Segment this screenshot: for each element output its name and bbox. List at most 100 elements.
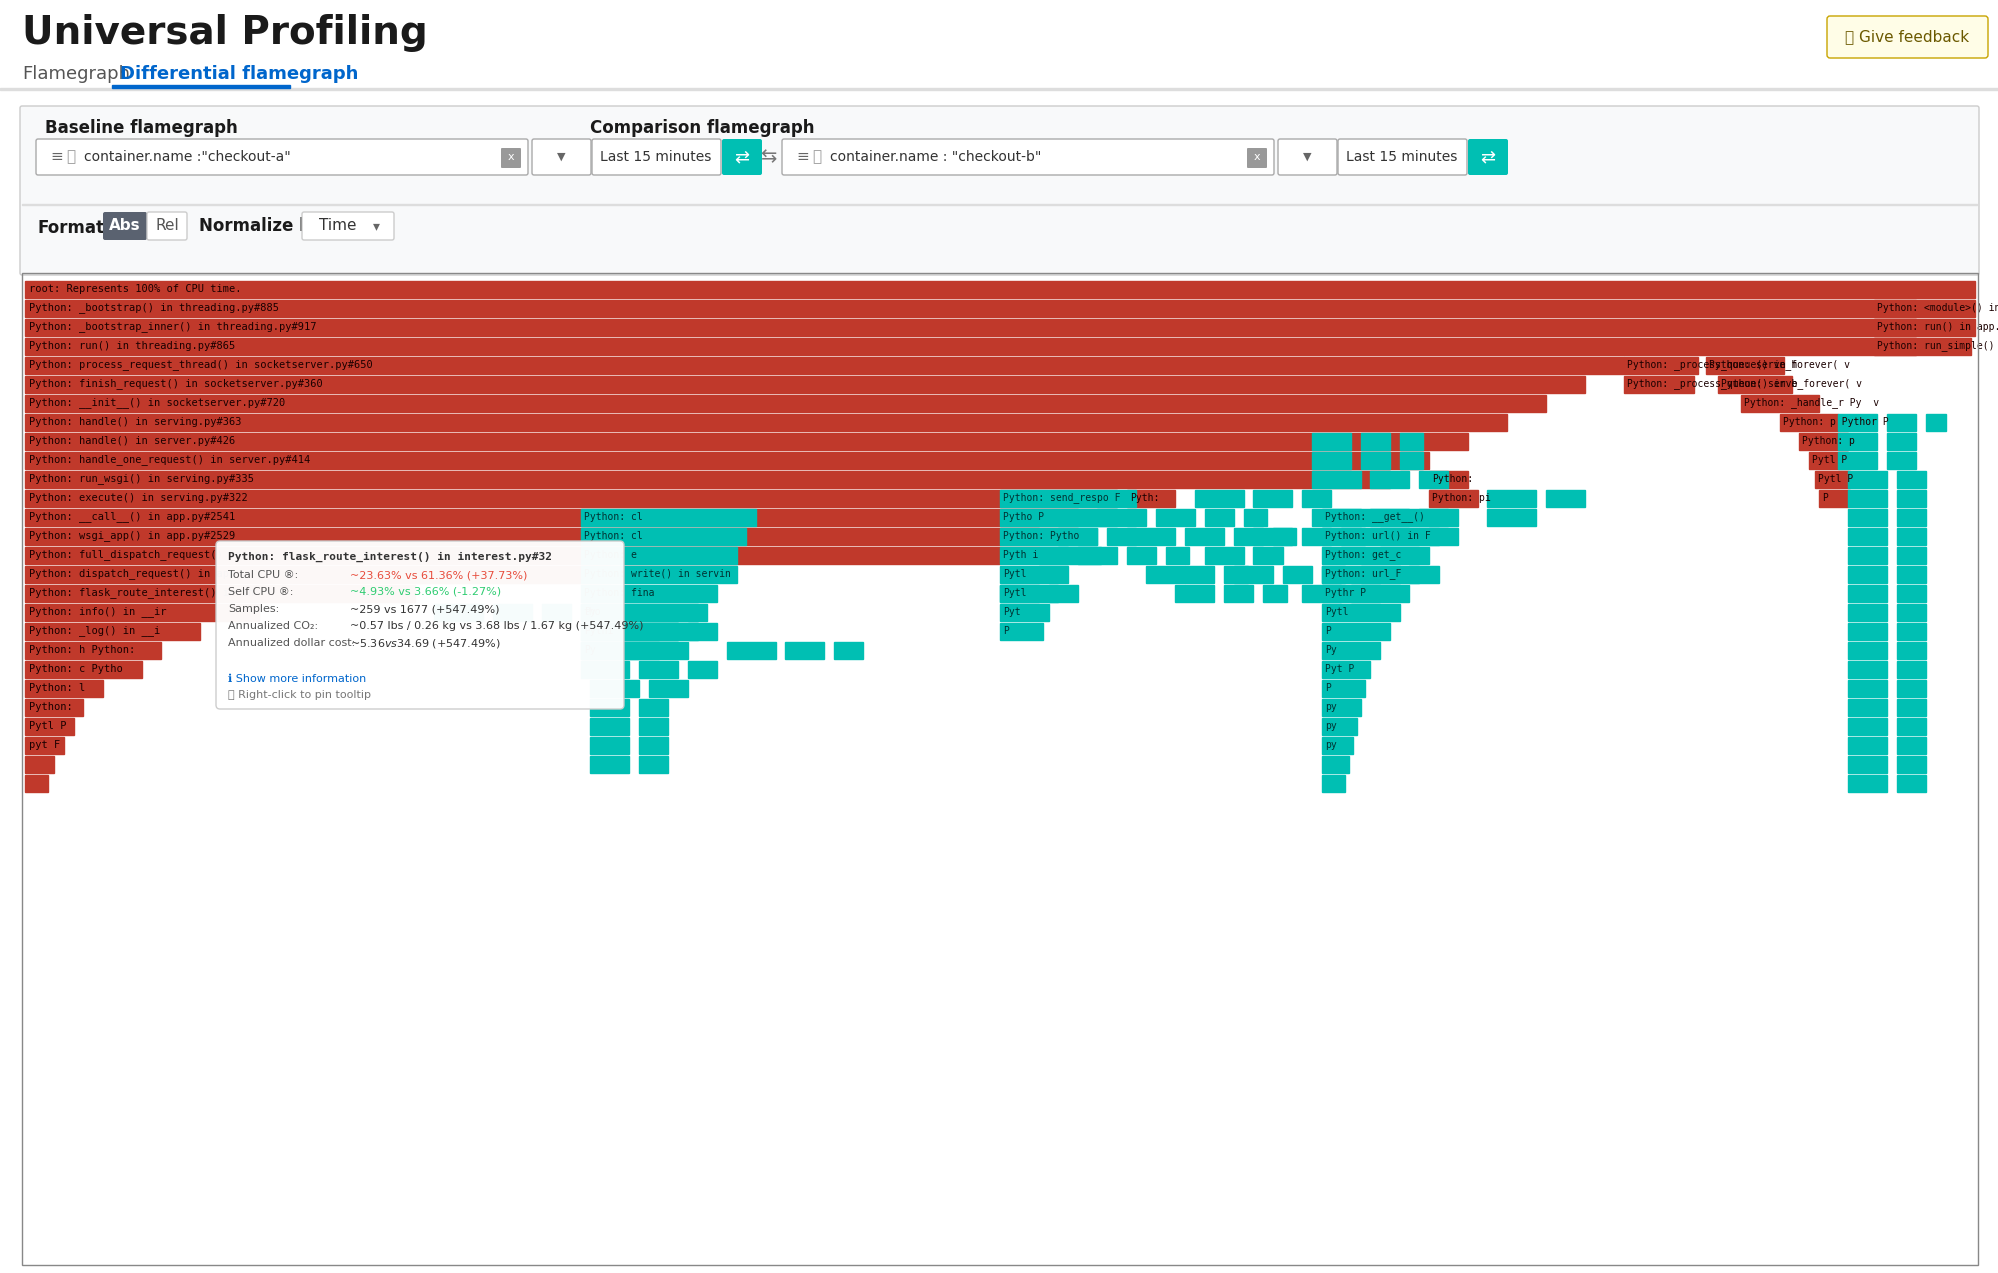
Bar <box>1195 490 1243 507</box>
Bar <box>589 680 639 698</box>
Text: ▼: ▼ <box>1303 151 1311 162</box>
Bar <box>1429 490 1477 507</box>
Bar <box>999 622 1043 640</box>
Bar <box>22 272 1976 1265</box>
Bar <box>1321 737 1353 754</box>
Text: Python: __get__(): Python: __get__() <box>1325 512 1425 522</box>
Bar <box>1716 376 1790 393</box>
Text: Universal Profiling: Universal Profiling <box>22 14 428 52</box>
Text: Py: Py <box>583 645 595 656</box>
Bar <box>1896 718 1926 735</box>
Bar <box>1740 395 1818 412</box>
Text: Python: _handle_r Py  v: Python: _handle_r Py v <box>1742 397 1878 409</box>
Bar <box>1896 737 1926 754</box>
Text: Python: _process_queue() in b: Python: _process_queue() in b <box>1626 378 1796 390</box>
Bar <box>1127 528 1175 545</box>
Bar <box>1283 566 1311 583</box>
Bar <box>26 414 1506 432</box>
Bar <box>1838 433 1876 449</box>
Bar <box>999 490 1137 507</box>
Text: ~0.57 lbs / 0.26 kg vs 3.68 lbs / 1.67 kg (+547.49%): ~0.57 lbs / 0.26 kg vs 3.68 lbs / 1.67 k… <box>350 621 643 631</box>
Bar <box>26 547 999 564</box>
Bar <box>1301 586 1341 602</box>
Text: ⎙ Give feedback: ⎙ Give feedback <box>1844 29 1968 45</box>
Text: P: P <box>1325 684 1331 693</box>
Text: Python: flask_route_interest() in in: Python: flask_route_interest() in in <box>30 588 254 598</box>
Bar <box>1818 490 1848 507</box>
Text: Pythi: Pythi <box>583 626 613 636</box>
Bar <box>1848 528 1886 545</box>
Text: P: P <box>1325 626 1331 636</box>
Bar <box>1429 471 1467 488</box>
Bar <box>26 281 1974 298</box>
Bar <box>1487 509 1536 526</box>
Bar <box>1926 414 1944 432</box>
Text: Last 15 minutes: Last 15 minutes <box>599 150 711 164</box>
Bar <box>1544 490 1584 507</box>
Bar <box>1223 586 1253 602</box>
Bar <box>1077 547 1101 564</box>
Bar <box>1321 718 1357 735</box>
Bar <box>649 680 687 698</box>
Bar <box>1896 661 1926 679</box>
Text: ℹ Show more information: ℹ Show more information <box>228 673 366 684</box>
Bar <box>26 471 1389 488</box>
Bar <box>1311 433 1351 449</box>
Bar <box>687 661 717 679</box>
Bar <box>1896 622 1926 640</box>
Text: Python: handle() in serving.py#363: Python: handle() in serving.py#363 <box>30 418 242 426</box>
Text: Baseline flamegraph: Baseline flamegraph <box>46 118 238 137</box>
Bar <box>1704 356 1782 374</box>
Bar <box>1263 586 1287 602</box>
Text: x: x <box>507 151 513 162</box>
Bar <box>26 603 260 621</box>
Bar <box>26 642 162 659</box>
Bar <box>1848 586 1886 602</box>
Bar <box>999 566 1067 583</box>
Bar <box>1848 661 1886 679</box>
Bar <box>1311 509 1361 526</box>
Text: pyt F: pyt F <box>30 740 60 750</box>
FancyBboxPatch shape <box>104 213 148 241</box>
Bar <box>1253 490 1293 507</box>
Text: root: Represents 100% of CPU time.: root: Represents 100% of CPU time. <box>30 284 242 294</box>
Text: Python: run() in app.py  vml  lit: Python: run() in app.py vml lit <box>1876 322 1998 332</box>
Bar <box>1233 528 1263 545</box>
Bar <box>589 622 639 640</box>
Text: Python:: Python: <box>1431 474 1473 484</box>
Bar <box>1848 775 1886 792</box>
Bar <box>434 603 484 621</box>
Bar <box>581 622 677 640</box>
Bar <box>1896 642 1926 659</box>
Bar <box>1848 699 1886 715</box>
Text: ~4.93% vs 3.66% (-1.27%): ~4.93% vs 3.66% (-1.27%) <box>350 587 501 597</box>
Text: Python: handle() in server.py#426: Python: handle() in server.py#426 <box>30 435 236 446</box>
Text: ▼: ▼ <box>557 151 565 162</box>
Text: ⌕: ⌕ <box>811 149 821 164</box>
Bar <box>1361 433 1389 449</box>
Text: Python: serve_forever( v: Python: serve_forever( v <box>1720 378 1860 390</box>
Text: Pytl P: Pytl P <box>1812 454 1846 465</box>
Bar <box>1814 471 1850 488</box>
Bar <box>494 603 531 621</box>
Bar <box>1253 547 1283 564</box>
Bar <box>1848 680 1886 698</box>
Bar <box>581 622 697 640</box>
Bar <box>785 642 823 659</box>
FancyBboxPatch shape <box>1467 139 1506 174</box>
Bar <box>26 300 1916 317</box>
Bar <box>1301 528 1331 545</box>
Text: P: P <box>1820 493 1826 503</box>
Bar <box>1798 433 1848 449</box>
Bar <box>1429 528 1457 545</box>
Text: Differential flamegraph: Differential flamegraph <box>120 65 358 83</box>
Bar <box>1399 433 1423 449</box>
Bar <box>639 737 667 754</box>
Text: Format: Format <box>38 219 106 237</box>
Bar <box>1848 718 1886 735</box>
FancyBboxPatch shape <box>591 139 721 174</box>
Bar <box>1205 547 1243 564</box>
FancyBboxPatch shape <box>148 213 188 241</box>
Bar <box>1487 490 1536 507</box>
Bar <box>1321 699 1361 715</box>
